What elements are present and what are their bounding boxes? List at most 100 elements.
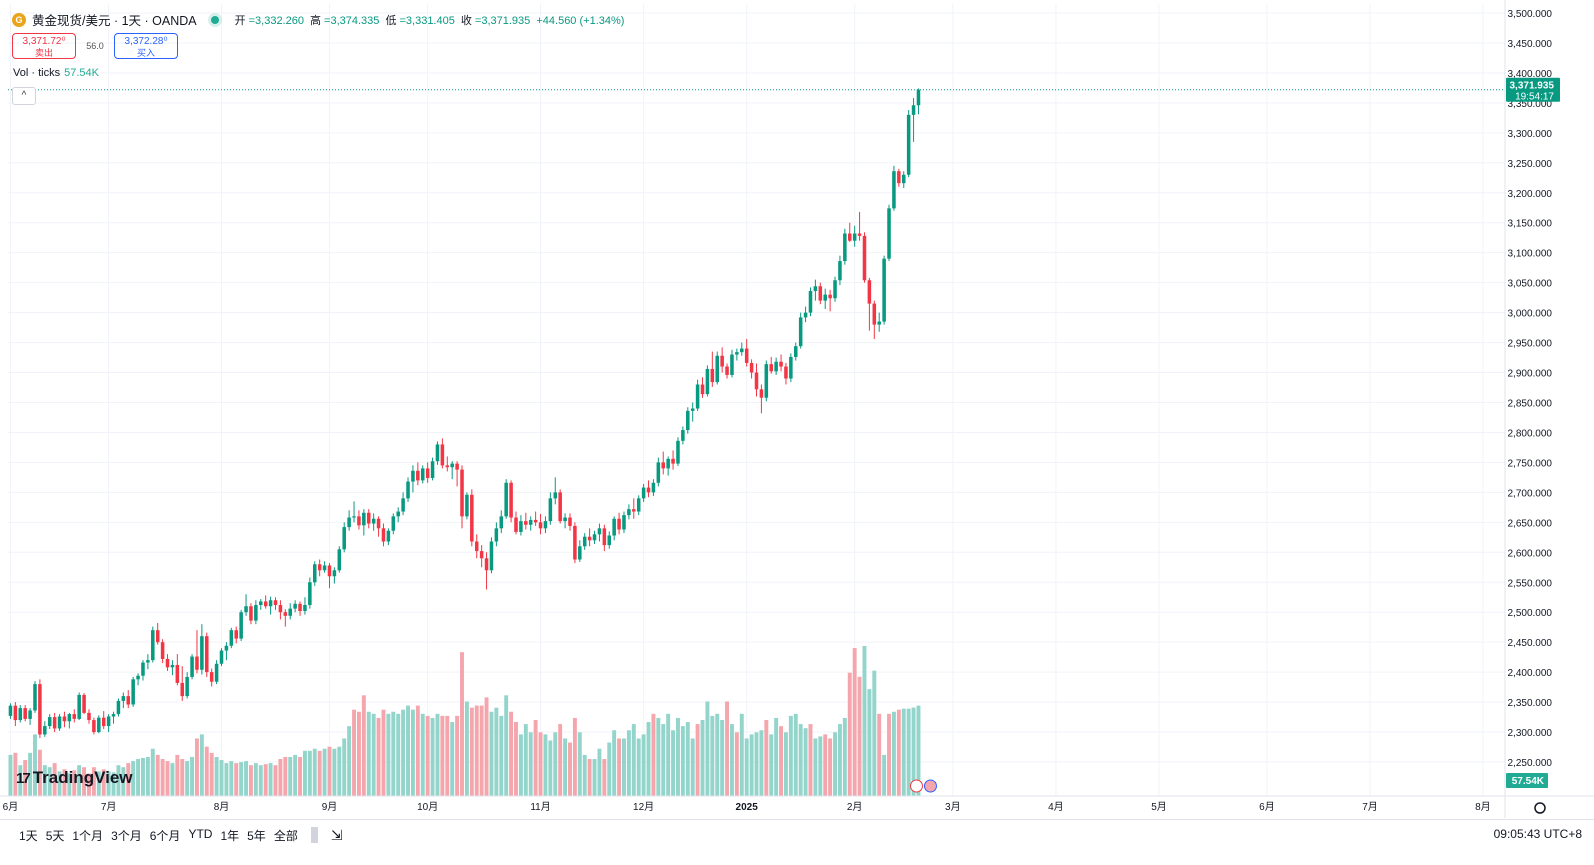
open-label: 开 bbox=[234, 14, 246, 27]
candle-body bbox=[740, 348, 744, 353]
volume-bar bbox=[837, 724, 842, 796]
candle-body bbox=[445, 465, 450, 468]
candle bbox=[548, 492, 553, 525]
volume-bar bbox=[244, 761, 249, 796]
symbol-title[interactable]: 黄金现货/美元 · 1天 · OANDA bbox=[32, 14, 197, 28]
buy-button[interactable]: 3,372.28⁰ 买入 bbox=[114, 33, 178, 59]
volume-bar bbox=[568, 742, 572, 796]
volume-bar bbox=[533, 719, 538, 796]
volume-bar bbox=[190, 756, 195, 796]
candle-body bbox=[234, 630, 238, 639]
time-tick-label: 2025 bbox=[736, 802, 759, 813]
candle bbox=[121, 692, 126, 709]
candle bbox=[504, 479, 508, 519]
volume-bar bbox=[612, 730, 617, 796]
candle bbox=[430, 457, 435, 481]
volume-bar bbox=[126, 763, 131, 796]
volume-bar bbox=[808, 724, 813, 796]
candle bbox=[730, 349, 734, 378]
candle bbox=[808, 287, 813, 317]
candle-body bbox=[857, 233, 862, 236]
candle bbox=[568, 513, 572, 531]
candle bbox=[401, 492, 405, 516]
sell-button[interactable]: 3,371.72⁰ 卖出 bbox=[12, 33, 76, 59]
price-tick-label: 3,200.000 bbox=[1508, 189, 1553, 200]
range-ytd[interactable]: YTD bbox=[188, 827, 213, 841]
volume-bar bbox=[248, 765, 253, 796]
volume-bar bbox=[386, 713, 391, 796]
candle bbox=[131, 676, 135, 707]
candle bbox=[494, 522, 499, 547]
price-tick-label: 2,800.000 bbox=[1508, 428, 1553, 439]
candle-body bbox=[720, 355, 724, 367]
range-1m[interactable]: 1个月 bbox=[72, 829, 104, 843]
candle bbox=[710, 351, 715, 387]
range-3m[interactable]: 3个月 bbox=[111, 829, 142, 843]
candle-body bbox=[646, 487, 651, 493]
volume-bar bbox=[538, 732, 543, 796]
candle bbox=[435, 441, 440, 465]
candle bbox=[72, 709, 77, 723]
price-tick-label: 2,850.000 bbox=[1508, 398, 1553, 409]
tradingview-logo[interactable]: 17 TradingView bbox=[16, 768, 133, 788]
volume-legend[interactable]: Vol · ticks 57.54K bbox=[13, 67, 99, 79]
range-all[interactable]: 全部 bbox=[273, 829, 298, 843]
candle bbox=[582, 533, 587, 550]
buy-price: 3,372.28⁰ bbox=[124, 36, 168, 47]
candle-body bbox=[82, 694, 86, 713]
collapse-legend-icon[interactable]: ^ bbox=[12, 87, 36, 105]
candle-body bbox=[504, 482, 508, 517]
volume-bar bbox=[700, 719, 705, 796]
candle bbox=[92, 717, 96, 735]
volume-bar bbox=[661, 724, 666, 796]
clock-timezone[interactable]: 09:05:43 UTC+8 bbox=[1493, 827, 1582, 841]
low-label: 低 bbox=[385, 14, 397, 27]
volume-bar bbox=[725, 701, 730, 796]
candle bbox=[666, 456, 670, 476]
candle-body bbox=[52, 717, 57, 729]
range-6m[interactable]: 6个月 bbox=[149, 829, 181, 843]
candle-body bbox=[28, 710, 32, 719]
candle-body bbox=[754, 372, 759, 390]
candle-body bbox=[901, 174, 906, 184]
candle bbox=[789, 353, 793, 383]
go-to-date-icon[interactable]: ⇲ bbox=[330, 827, 343, 843]
candle bbox=[303, 597, 307, 615]
range-5y[interactable]: 5年 bbox=[247, 829, 266, 843]
volume-bar bbox=[401, 709, 406, 796]
volume-bar bbox=[278, 759, 283, 796]
volume-bar bbox=[293, 754, 298, 796]
candle-body bbox=[636, 498, 641, 512]
candle-body bbox=[897, 171, 901, 184]
volume-bar bbox=[18, 765, 23, 796]
high-label: 高 bbox=[310, 14, 322, 27]
candle bbox=[376, 516, 381, 537]
candle-body bbox=[126, 696, 131, 705]
volume-bar bbox=[342, 738, 347, 796]
range-5d[interactable]: 5天 bbox=[45, 829, 65, 843]
range-1d[interactable]: 1天 bbox=[19, 829, 38, 843]
candle-body bbox=[33, 684, 37, 711]
volume-bar bbox=[676, 717, 680, 796]
candle bbox=[185, 672, 189, 699]
candle-body bbox=[440, 444, 445, 466]
volume-bar bbox=[582, 754, 587, 796]
candle bbox=[175, 654, 180, 686]
candle-body bbox=[111, 714, 116, 717]
volume-bar bbox=[710, 715, 715, 796]
volume-bar bbox=[72, 770, 77, 796]
volume-bar bbox=[165, 761, 170, 796]
candle bbox=[327, 563, 332, 589]
volume-bar bbox=[666, 713, 671, 796]
candle-body bbox=[862, 235, 867, 281]
candle bbox=[543, 516, 548, 534]
price-tag-countdown: 19:54:17 bbox=[1515, 92, 1554, 103]
range-1y[interactable]: 1年 bbox=[220, 829, 240, 843]
price-tick-label: 3,400.000 bbox=[1508, 69, 1553, 80]
candle-body bbox=[347, 517, 351, 528]
volume-bar bbox=[13, 752, 18, 796]
candle bbox=[273, 597, 278, 610]
candle-body bbox=[366, 512, 371, 524]
